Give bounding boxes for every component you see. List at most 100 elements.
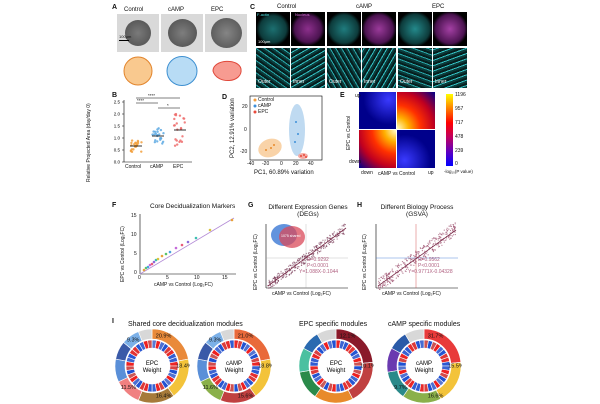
donut-percent-label: 12.1% xyxy=(340,334,356,340)
panel-f-point xyxy=(157,258,160,261)
h-points-dot xyxy=(387,284,388,285)
donut-percent-label: 10.1% xyxy=(360,364,374,370)
h-points-dot xyxy=(451,226,452,227)
d-ytick-2: 20 xyxy=(242,105,248,110)
g-points-dot xyxy=(271,286,272,287)
g-points-dot xyxy=(326,245,327,246)
h-points-dot xyxy=(426,246,427,247)
f-ytick-0: 0 xyxy=(134,271,137,276)
g-points-dot xyxy=(286,269,287,270)
h-points-dot xyxy=(438,236,439,237)
panel-b-point xyxy=(151,133,153,135)
panel-b-point xyxy=(182,117,184,119)
panel-b-point xyxy=(135,143,137,145)
h-points-dot xyxy=(438,239,439,240)
h-points-dot xyxy=(393,280,394,281)
h-points-dot xyxy=(422,250,423,251)
h-points-dot xyxy=(407,260,408,261)
donut-percent-label: 9.7% xyxy=(394,385,407,391)
panel-f-point xyxy=(151,263,154,266)
g-points-dot xyxy=(300,257,301,258)
d-ytick-0: -20 xyxy=(240,150,247,155)
g-points-dot xyxy=(272,286,273,287)
f-xtick-0: 0 xyxy=(138,276,141,281)
h-points-dot xyxy=(387,282,388,283)
h-points-dot xyxy=(449,238,450,239)
g-points-dot xyxy=(292,270,293,271)
panel-b-point xyxy=(176,139,178,141)
panel-e-ylabel: EPC vs Control xyxy=(347,116,352,150)
donut-percent-label: 18.8% xyxy=(258,364,272,370)
g-points-dot xyxy=(311,251,312,252)
h-points-dot xyxy=(378,286,379,287)
g-points-dot xyxy=(277,282,278,283)
g-points-dot xyxy=(292,262,293,263)
panel-e-xlabel: cAMP vs Control xyxy=(378,172,415,177)
h-points-dot xyxy=(450,238,451,239)
g-points-dot xyxy=(286,268,287,269)
g-points-dot xyxy=(327,240,328,241)
g-points-dot xyxy=(302,257,303,258)
h-points-dot xyxy=(382,287,383,288)
legend-epc: EPC xyxy=(258,110,268,115)
h-points-dot xyxy=(453,227,454,228)
panel-c-group-epc: EPC xyxy=(432,4,444,10)
h-points-dot xyxy=(418,253,419,254)
h-points-dot xyxy=(410,255,411,256)
h-points-dot xyxy=(413,265,414,266)
donut-percent-label: 20.9% xyxy=(156,334,172,340)
g-points-dot xyxy=(275,283,276,284)
c-camp-factin xyxy=(327,12,361,46)
g-points-dot xyxy=(269,280,270,281)
h-points-dot xyxy=(434,249,435,250)
h-points-dot xyxy=(423,255,424,256)
h-points-dot xyxy=(397,270,398,271)
panel-b-point xyxy=(157,127,159,129)
h-points-dot xyxy=(451,228,452,229)
h-points-dot xyxy=(395,265,396,266)
g-points-dot xyxy=(339,228,340,229)
g-points-dot xyxy=(293,264,294,265)
g-points-dot xyxy=(295,266,296,267)
panel-f-point xyxy=(195,237,198,240)
panel-f-ylabel: EPC vs Control (Log₂FC) xyxy=(121,226,126,282)
g-points-dot xyxy=(285,271,286,272)
panel-b-point xyxy=(159,139,161,141)
panel-b-point xyxy=(140,150,142,152)
g-points-dot xyxy=(278,281,279,282)
g-points-dot xyxy=(283,272,284,273)
g-points-dot xyxy=(318,243,319,244)
panel-letter-d: D xyxy=(222,94,227,101)
g-points-dot xyxy=(313,246,314,247)
h-points-dot xyxy=(396,277,397,278)
h-points-dot xyxy=(380,285,381,286)
panel-b-point xyxy=(130,150,132,152)
h-points-dot xyxy=(378,278,379,279)
g-points-dot xyxy=(327,237,328,238)
g-points-dot xyxy=(299,258,300,259)
g-points-dot xyxy=(314,247,315,248)
outline-control xyxy=(117,53,159,89)
g-points-dot xyxy=(326,246,327,247)
donut-percent-label: 15.6% xyxy=(238,393,254,399)
h-points-dot xyxy=(450,232,451,233)
h-points-dot xyxy=(415,263,416,264)
g-points-dot xyxy=(323,248,324,249)
panel-f-plot xyxy=(124,212,238,290)
h-points-dot xyxy=(433,243,434,244)
f-ytick-2: 10 xyxy=(131,233,137,238)
h-points-dot xyxy=(444,242,445,243)
h-points-dot xyxy=(379,289,380,290)
panel-b-point xyxy=(179,114,181,116)
d-xtick-3: 20 xyxy=(293,162,299,167)
h-points-dot xyxy=(446,237,447,238)
h-points-dot xyxy=(400,264,401,265)
panel-a-scale-bar xyxy=(119,40,129,41)
g-points-dot xyxy=(325,239,326,240)
h-points-dot xyxy=(438,234,439,235)
g-points-dot xyxy=(297,266,298,267)
section-title-camp: cAMP specific modules xyxy=(388,321,460,328)
g-points-dot xyxy=(292,263,293,264)
g-points-dot xyxy=(328,243,329,244)
g-points-dot xyxy=(337,232,338,233)
